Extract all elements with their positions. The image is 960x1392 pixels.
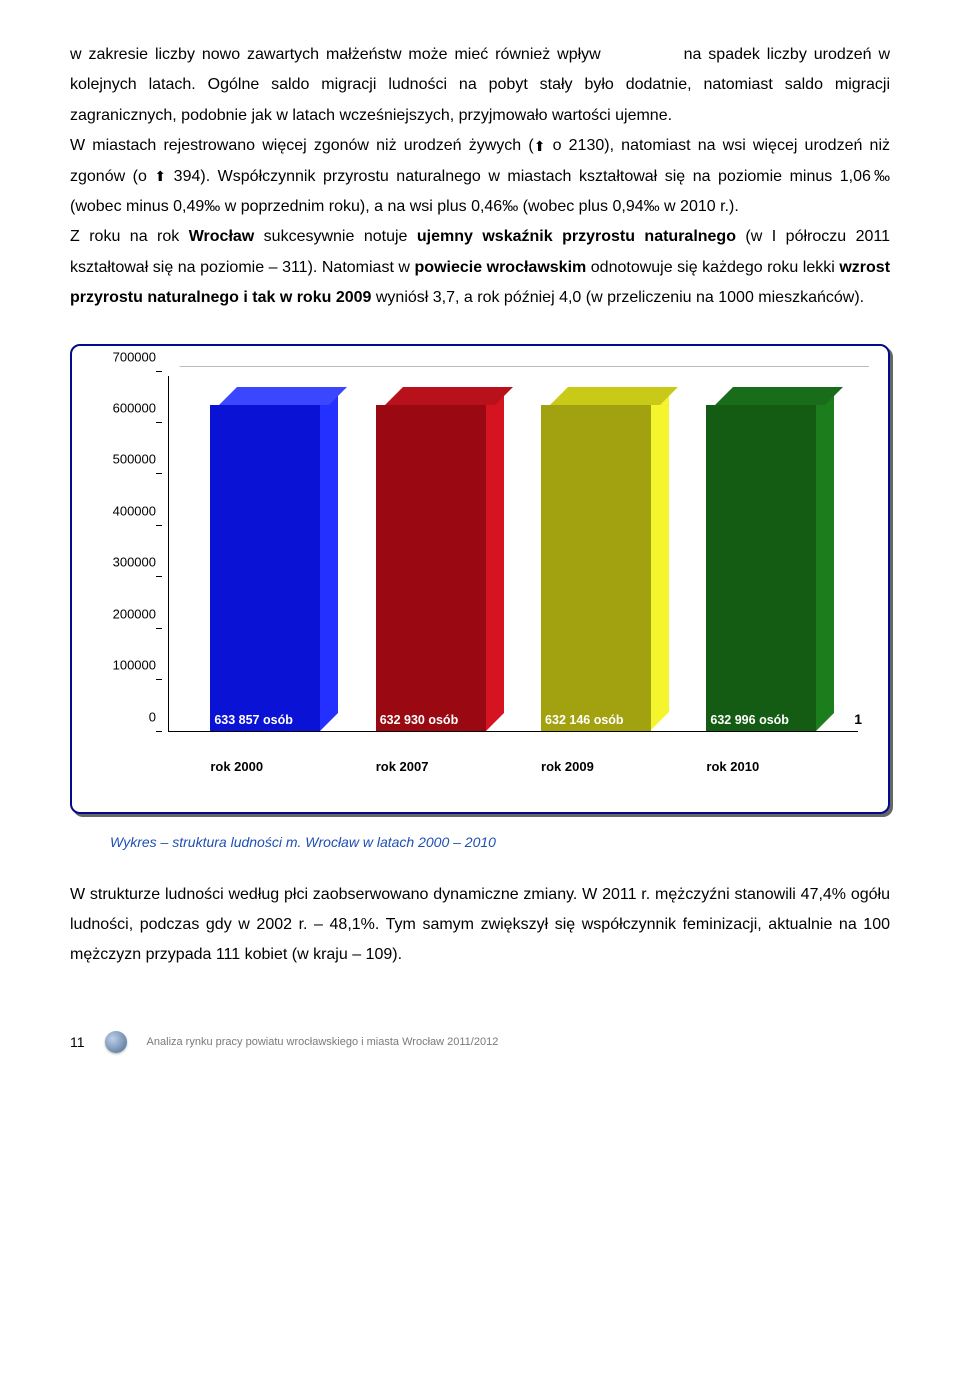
after-text: W strukturze ludności według płci zaobse… bbox=[70, 880, 890, 971]
bar-x-label: rok 2010 bbox=[706, 759, 759, 774]
bar-value-label: 632 996 osób bbox=[710, 713, 789, 727]
bar-x-label: rok 2007 bbox=[376, 759, 429, 774]
bar-group: 633 857 osóbrok 2000 bbox=[210, 405, 320, 731]
bar-front bbox=[210, 405, 320, 731]
page-footer: 11 Analiza rynku pracy powiatu wrocławsk… bbox=[70, 1031, 890, 1053]
footer-badge-icon bbox=[105, 1031, 127, 1053]
page-number: 11 bbox=[70, 1034, 85, 1050]
bar-value-label: 633 857 osób bbox=[214, 713, 293, 727]
y-tick-label: 500000 bbox=[113, 452, 156, 467]
y-axis: 0100000200000300000400000500000600000700… bbox=[92, 366, 162, 732]
bars-container: 633 857 osóbrok 2000 632 930 osóbrok 2007… bbox=[169, 376, 858, 731]
body-paragraphs: w zakresie liczby nowo zawartych małżeńs… bbox=[70, 40, 890, 314]
bar-top bbox=[385, 387, 513, 405]
y-tick-label: 200000 bbox=[113, 606, 156, 621]
bar-front bbox=[376, 405, 486, 731]
y-tick-label: 600000 bbox=[113, 400, 156, 415]
bar-side bbox=[651, 387, 669, 730]
bar-top bbox=[219, 387, 347, 405]
y-tick-label: 700000 bbox=[113, 349, 156, 364]
bar-front bbox=[541, 405, 651, 730]
bar-side bbox=[486, 387, 504, 731]
y-tick-label: 100000 bbox=[113, 658, 156, 673]
body-html: w zakresie liczby nowo zawartych małżeńs… bbox=[70, 40, 890, 314]
y-tick-label: 300000 bbox=[113, 555, 156, 570]
chart-caption: Wykres – struktura ludności m. Wrocław w… bbox=[110, 834, 890, 850]
plot-area: 633 857 osóbrok 2000 632 930 osóbrok 2007… bbox=[168, 376, 858, 732]
bar-value-label: 632 930 osób bbox=[380, 713, 459, 727]
bar-group: 632 146 osóbrok 2009 bbox=[541, 405, 651, 730]
right-marker: 1 bbox=[854, 711, 862, 727]
bar-x-label: rok 2009 bbox=[541, 759, 594, 774]
bar-top bbox=[550, 387, 678, 405]
bar-front bbox=[706, 405, 816, 731]
bar-value-label: 632 146 osób bbox=[545, 713, 624, 727]
bar-side bbox=[320, 387, 338, 731]
population-chart: 0 100000 200000 300000 400000 500000 600000 700… bbox=[70, 344, 890, 814]
bar-group: 632 996 osóbrok 2010 bbox=[706, 405, 816, 731]
y-tick-label: 0 bbox=[149, 709, 156, 724]
y-tick-label: 400000 bbox=[113, 503, 156, 518]
bar-group: 632 930 osóbrok 2007 bbox=[376, 405, 486, 731]
bar-top bbox=[715, 387, 843, 405]
bar-x-label: rok 2000 bbox=[210, 759, 263, 774]
bar-side bbox=[816, 387, 834, 731]
footer-line: Analiza rynku pracy powiatu wrocławskieg… bbox=[147, 1036, 499, 1048]
